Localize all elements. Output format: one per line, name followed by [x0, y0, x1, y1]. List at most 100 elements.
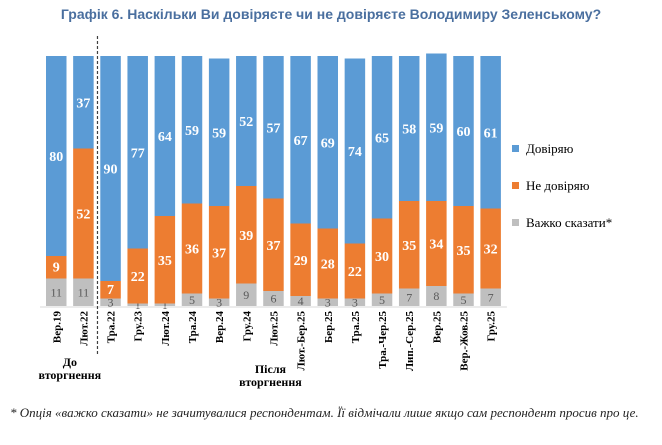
x-tick-label: Тра.25: [350, 311, 362, 344]
bar-segment: [480, 208, 501, 289]
data-label: 7: [488, 290, 494, 304]
bar-segment: [344, 298, 366, 306]
bar-segment: [290, 223, 311, 296]
data-label: 61: [484, 126, 498, 141]
bar-segment: [127, 56, 148, 249]
bar-segment: [344, 243, 366, 299]
bar-segment: [208, 58, 230, 206]
data-label: 39: [239, 229, 253, 244]
data-label: 30: [375, 250, 389, 265]
bar-segment: [46, 278, 67, 306]
bar-segment: [73, 56, 94, 149]
legend-swatch: [512, 219, 519, 226]
data-label: 90: [104, 163, 118, 178]
bar-segment: [371, 218, 393, 294]
data-label: 1: [135, 298, 141, 312]
data-label: 22: [348, 265, 362, 280]
bar-segment: [480, 288, 501, 306]
data-label: 65: [375, 131, 389, 146]
data-label: 58: [402, 123, 416, 138]
data-label: 37: [76, 96, 90, 111]
bar-segment: [453, 56, 474, 206]
bar-segment: [263, 291, 284, 306]
bar-segment: [371, 293, 393, 306]
bar-segment: [236, 186, 257, 284]
x-tick-label: Гру.23: [133, 311, 145, 342]
bar-segment: [181, 293, 203, 306]
data-label: 57: [266, 121, 280, 136]
bar-segment: [290, 56, 311, 224]
data-label: 5: [461, 293, 467, 307]
legend-swatch: [512, 145, 519, 152]
data-label: 80: [49, 150, 63, 165]
bar-segment: [208, 206, 230, 299]
x-tick-label: Лип.-Сер.25: [404, 311, 416, 372]
bar-segment: [263, 56, 284, 199]
bar-segment: [317, 228, 338, 299]
data-label: 9: [243, 288, 249, 302]
x-tick-label: Тра.22: [106, 311, 118, 344]
bar-segment: [181, 56, 203, 204]
data-label: 8: [433, 289, 439, 303]
data-label: 35: [457, 244, 471, 259]
bar-segment: [46, 256, 67, 279]
bar-segment: [127, 303, 148, 306]
data-label: 28: [321, 258, 335, 273]
bar-segment: [236, 283, 257, 306]
chart-title: Графік 6. Наскільки Ви довіряєте чи не д…: [60, 6, 602, 22]
bar-segment: [480, 56, 501, 209]
x-tick-label: Гру.25: [486, 311, 498, 342]
bar-segment: [208, 298, 230, 306]
bar-segment: [453, 293, 474, 306]
x-tick-label: Гру.24: [241, 311, 253, 342]
bar-segment: [154, 216, 176, 304]
bar-segment: [398, 201, 420, 289]
data-label: 29: [294, 254, 308, 269]
data-label: 22: [131, 270, 145, 285]
annotation-pre-invasion-line: вторгнення: [39, 368, 102, 382]
data-label: 32: [484, 243, 498, 258]
data-label: 7: [107, 283, 114, 298]
bar-segment: [398, 56, 420, 201]
bar-segment: [263, 198, 284, 291]
data-label: 1: [162, 298, 168, 312]
stacked-bar-chart: 11980Вер.19115237Лют.223790Тра.2212277Гр…: [39, 36, 612, 389]
x-tick-label: Лют.-Бер.25: [296, 311, 308, 371]
x-tick-label: Вер.25: [431, 311, 443, 344]
data-label: 3: [352, 295, 358, 309]
data-label: 5: [379, 293, 385, 307]
bar-segment: [453, 206, 474, 294]
x-tick-label: Тра.24: [187, 311, 199, 344]
data-label: 9: [53, 260, 60, 275]
annotation-pre-invasion-line: До: [63, 355, 77, 369]
annotation-post-invasion-line: Після: [255, 362, 287, 376]
bar-segment: [398, 288, 420, 306]
data-label: 52: [76, 208, 90, 223]
bar-segment: [181, 203, 203, 294]
data-label: 37: [266, 239, 280, 254]
data-label: 52: [239, 115, 253, 130]
bar-segment: [154, 56, 176, 216]
data-label: 59: [212, 126, 226, 141]
data-label: 36: [185, 243, 199, 258]
x-tick-label: Лют.24: [160, 311, 172, 346]
data-label: 34: [429, 238, 443, 253]
bar-segment: [100, 298, 121, 306]
data-label: 74: [348, 145, 362, 160]
data-label: 59: [185, 124, 199, 139]
legend-label: Важко сказати*: [526, 215, 612, 230]
data-label: 6: [270, 292, 276, 306]
data-label: 59: [429, 121, 443, 136]
x-tick-label: Лют.25: [268, 311, 280, 346]
data-label: 3: [108, 295, 114, 309]
bar-segment: [426, 53, 447, 201]
data-label: 11: [50, 285, 62, 299]
data-label: 3: [216, 295, 222, 309]
footnote: * Опція «важко сказати» не зачитувалися …: [10, 405, 639, 420]
x-tick-label: Вер.-Жов.25: [459, 311, 471, 371]
bar-segment: [290, 296, 311, 306]
data-label: 3: [325, 295, 331, 309]
data-label: 4: [298, 294, 304, 308]
bar-segment: [317, 298, 338, 306]
bar-segment: [100, 281, 121, 299]
